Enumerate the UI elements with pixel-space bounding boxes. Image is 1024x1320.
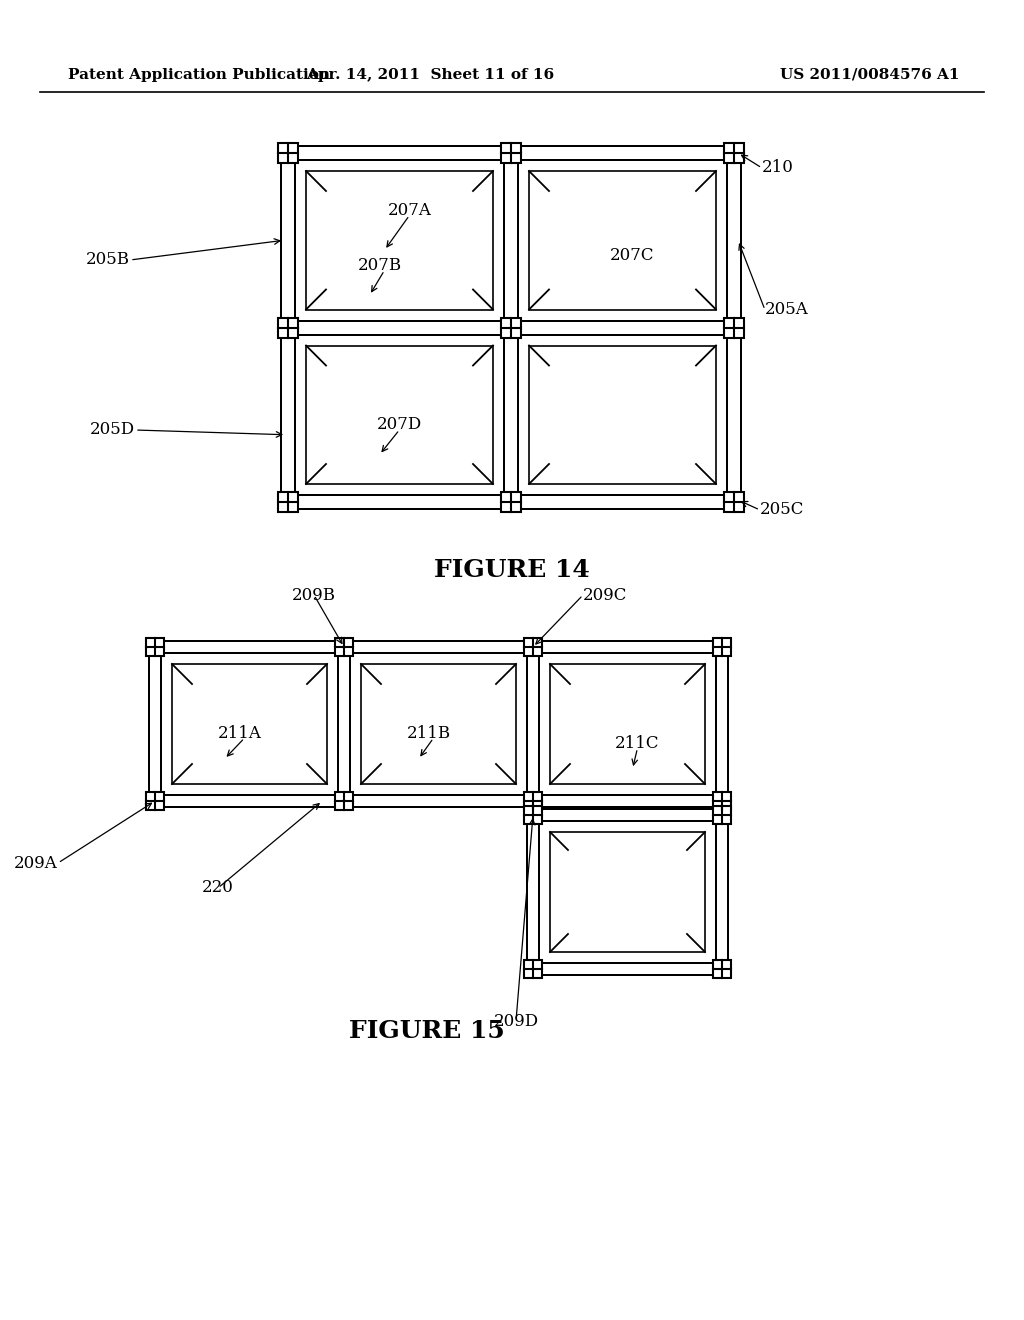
Text: 207B: 207B <box>357 257 401 273</box>
Bar <box>524 792 542 810</box>
Bar <box>361 664 516 784</box>
Text: 209C: 209C <box>583 586 628 603</box>
Text: 211A: 211A <box>217 726 261 742</box>
Text: 211C: 211C <box>615 735 659 752</box>
Bar <box>715 808 729 975</box>
Text: 205C: 205C <box>760 502 805 519</box>
Bar <box>715 640 729 808</box>
Bar <box>526 962 729 975</box>
Text: 205D: 205D <box>90 421 135 438</box>
Bar <box>550 832 705 952</box>
Text: 209A: 209A <box>14 854 58 871</box>
Bar <box>335 638 353 656</box>
Bar <box>280 494 742 510</box>
Text: US 2011/0084576 A1: US 2011/0084576 A1 <box>780 69 959 82</box>
Text: Patent Application Publication: Patent Application Publication <box>68 69 330 82</box>
Text: Apr. 14, 2011  Sheet 11 of 16: Apr. 14, 2011 Sheet 11 of 16 <box>306 69 554 82</box>
Text: 220: 220 <box>202 879 233 896</box>
Bar <box>278 318 298 338</box>
Bar <box>713 960 731 978</box>
Text: 209D: 209D <box>494 1012 539 1030</box>
Bar <box>501 492 521 512</box>
Bar <box>524 807 542 824</box>
Bar <box>282 496 740 508</box>
Bar <box>150 642 160 807</box>
Text: 207A: 207A <box>387 202 431 219</box>
Bar <box>335 792 353 810</box>
Bar <box>528 810 538 974</box>
Bar <box>172 664 327 784</box>
Text: 211B: 211B <box>407 726 451 742</box>
Bar <box>280 145 296 510</box>
Bar <box>724 143 744 162</box>
Bar <box>503 145 519 510</box>
Bar <box>339 642 349 807</box>
Bar <box>550 664 705 784</box>
Text: 210: 210 <box>762 160 794 177</box>
Bar <box>282 322 740 334</box>
Bar <box>148 795 729 808</box>
Bar <box>724 492 744 512</box>
Bar <box>528 642 538 807</box>
Bar <box>528 964 727 974</box>
Bar <box>146 638 164 656</box>
Bar <box>717 642 727 807</box>
Text: 205B: 205B <box>86 252 130 268</box>
Bar <box>501 143 521 162</box>
Text: 209B: 209B <box>292 586 336 603</box>
Text: FIGURE 15: FIGURE 15 <box>349 1019 505 1043</box>
Text: 207C: 207C <box>610 247 654 264</box>
Bar <box>146 792 164 810</box>
Bar <box>150 796 727 807</box>
Bar <box>713 638 731 656</box>
Bar <box>724 318 744 338</box>
Bar <box>150 642 727 652</box>
Bar <box>524 960 542 978</box>
Bar <box>282 147 294 508</box>
Bar <box>148 640 162 808</box>
Bar <box>713 792 731 810</box>
Bar <box>526 808 729 822</box>
Bar <box>529 346 716 484</box>
Bar <box>501 318 521 338</box>
Bar <box>280 145 742 161</box>
Bar <box>280 319 742 335</box>
Bar <box>526 808 540 975</box>
Bar <box>278 492 298 512</box>
Bar <box>713 807 731 824</box>
Bar <box>148 640 729 653</box>
Text: FIGURE 14: FIGURE 14 <box>434 558 590 582</box>
Bar <box>278 143 298 162</box>
Bar <box>306 346 493 484</box>
Bar <box>529 172 716 309</box>
Bar <box>306 172 493 309</box>
Text: 207D: 207D <box>377 416 422 433</box>
Bar <box>528 810 727 820</box>
Bar <box>717 810 727 974</box>
Bar <box>526 640 540 808</box>
Bar <box>505 147 517 508</box>
Bar <box>728 147 740 508</box>
Bar <box>282 147 740 158</box>
Text: 205A: 205A <box>765 301 809 318</box>
Bar <box>524 638 542 656</box>
Bar <box>726 145 742 510</box>
Bar <box>337 640 351 808</box>
